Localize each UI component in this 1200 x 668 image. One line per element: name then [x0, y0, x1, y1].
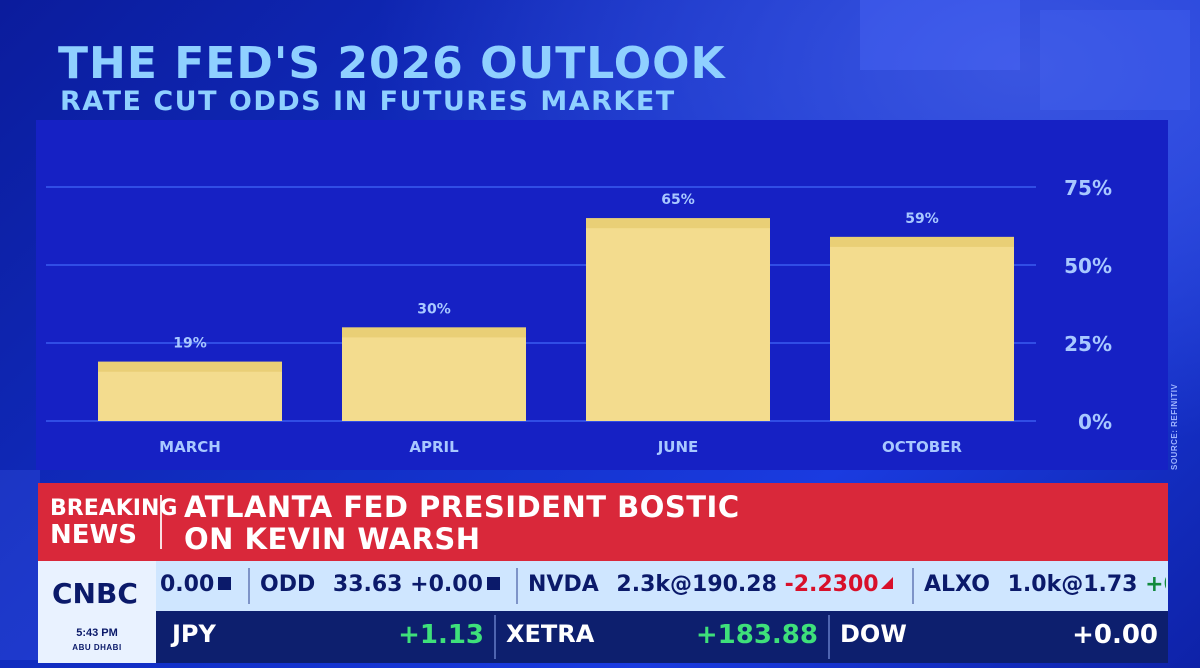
- chart-panel: 0% 25% 50% 75% 19% MARCH 30% APRIL 65% JUNE 59% OCT…: [36, 120, 1168, 470]
- x-tick-label: APRIL: [409, 438, 459, 456]
- data-label: 59%: [905, 211, 939, 227]
- bar-top-band: [342, 327, 526, 338]
- bar-top-band: [98, 361, 282, 372]
- ticker-change: +0: [1145, 572, 1166, 597]
- ticker-symbol: NVDA: [528, 572, 599, 597]
- down-triangle-icon: [880, 577, 893, 589]
- cnbc-logo: CNBC: [52, 577, 138, 610]
- bar-top-band: [586, 218, 770, 229]
- y-tick-label: 75%: [1064, 176, 1112, 200]
- data-label: 65%: [661, 192, 695, 208]
- background-cube: [1040, 10, 1190, 110]
- y-tick-label: 25%: [1064, 332, 1112, 356]
- ticker-value-jpy: +1.13: [398, 620, 484, 650]
- bar: [830, 236, 1014, 421]
- data-label: 19%: [173, 336, 207, 352]
- ticker-trade: 1.0k@1.73: [1007, 572, 1138, 597]
- breaking-tag-line1: BREAKING: [50, 496, 178, 521]
- ticker-change: +0.00: [410, 572, 483, 597]
- ticker-label-dow: DOW: [840, 620, 907, 648]
- bar-top-band: [830, 236, 1014, 247]
- ticker-divider: [248, 568, 250, 604]
- headline-line1: ATLANTA FED PRESIDENT BOSTIC: [184, 490, 740, 524]
- chart-subtitle: RATE CUT ODDS IN FUTURES MARKET: [60, 86, 676, 117]
- breaking-headline: ATLANTA FED PRESIDENT BOSTIC ON KEVIN WA…: [184, 491, 740, 555]
- background-cube: [0, 470, 40, 660]
- source-label: SOURCE: REFINITIV: [1170, 383, 1179, 470]
- breaking-divider: [160, 495, 162, 549]
- ticker-divider: [494, 615, 496, 659]
- chart-title: THE FED'S 2026 OUTLOOK: [58, 38, 726, 89]
- breaking-news-banner: BREAKING NEWS ATLANTA FED PRESIDENT BOST…: [38, 483, 1168, 561]
- ticker-item-odd: ODD 33.63 +0.00: [260, 572, 500, 597]
- y-tick-label: 0%: [1078, 410, 1112, 434]
- ticker-symbol: ODD: [260, 572, 316, 597]
- ticker-value-dow: +0.00: [1072, 620, 1158, 650]
- ticker-price: 33.63: [332, 572, 403, 597]
- ticker-trade: 2.3k@190.28: [616, 572, 777, 597]
- ticker-value-xetra: +183.88: [695, 620, 818, 650]
- background-cube: [860, 0, 1020, 70]
- x-tick-label: MARCH: [159, 438, 221, 456]
- clock-city: ABU DHABI: [72, 643, 122, 652]
- headline-line2: ON KEVIN WARSH: [184, 522, 481, 556]
- x-tick-label: OCTOBER: [882, 438, 962, 456]
- bar-chart: 0% 25% 50% 75% 19% MARCH 30% APRIL 65% JUNE 59% OCT…: [46, 176, 1112, 456]
- y-tick-label: 50%: [1064, 254, 1112, 278]
- ticker-change: -2.2300: [784, 572, 879, 597]
- bar: [586, 218, 770, 421]
- ticker-symbol: ALXO: [924, 572, 990, 597]
- square-icon: [486, 577, 500, 590]
- network-logo-box: CNBC 5:43 PM ABU DHABI: [38, 561, 156, 663]
- bar: [342, 327, 526, 421]
- clock-time: 5:43 PM: [76, 627, 118, 639]
- square-icon: [218, 577, 232, 590]
- ticker-label-xetra: XETRA: [506, 620, 595, 648]
- ticker-label-jpy: JPY: [172, 620, 216, 648]
- ticker-item-nvda: NVDA 2.3k@190.28 -2.2300: [528, 572, 893, 597]
- x-tick-label: JUNE: [657, 438, 699, 456]
- ticker-divider: [516, 568, 518, 604]
- breaking-tag-line2: NEWS: [50, 520, 137, 550]
- ticker-divider: [828, 615, 830, 659]
- ticker-divider: [912, 568, 914, 604]
- breaking-news-tag: BREAKING NEWS: [50, 496, 178, 550]
- ticker-partial-value: 0.00: [160, 572, 215, 597]
- ticker-item-partial: 0.00: [160, 572, 232, 597]
- stock-ticker-bottom: [38, 611, 1168, 663]
- data-label: 30%: [417, 301, 451, 317]
- ticker-item-alxo: ALXO 1.0k@1.73 +0: [924, 572, 1166, 597]
